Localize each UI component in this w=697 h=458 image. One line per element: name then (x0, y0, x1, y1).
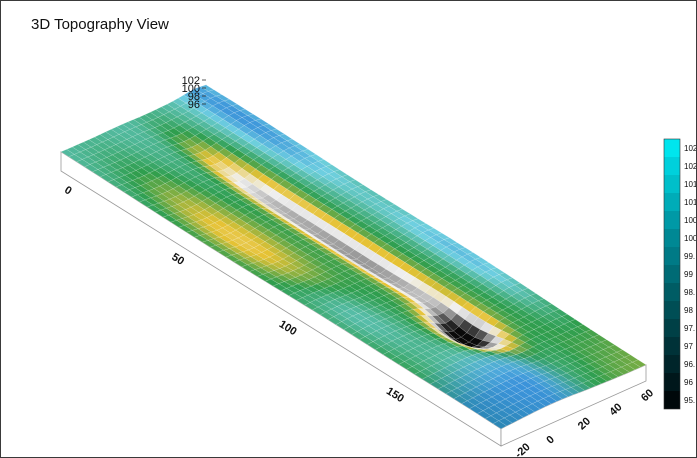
colorbar-swatch (664, 355, 680, 373)
colorbar-swatch (664, 157, 680, 175)
colorbar-label: 100 (684, 234, 696, 243)
colorbar-label: 102 (684, 144, 696, 153)
colorbar-label: 101 (684, 180, 696, 189)
colorbar-border (663, 138, 681, 410)
surface-cell (554, 391, 569, 400)
colorbar-label: 101 (684, 198, 696, 207)
colorbar-swatch (664, 373, 680, 391)
surface-cell (609, 369, 625, 378)
colorbar-label: 99. (684, 252, 695, 261)
surface-cell (581, 380, 597, 389)
y-tick-label: 40 (607, 401, 624, 418)
colorbar-label: 97. (684, 324, 695, 333)
colorbar-label: 102 (684, 162, 696, 171)
surface-cell (548, 393, 563, 402)
surface-cell (604, 371, 619, 380)
surface-cell (620, 364, 636, 373)
colorbar-label: 100 (684, 216, 696, 225)
topography-surface (60, 84, 647, 429)
z-tick-label: 100 (182, 83, 200, 95)
y-tick-label: 60 (639, 387, 656, 404)
y-tick-label: -20 (513, 441, 533, 457)
colorbar-swatch (664, 247, 680, 265)
colorbar: 102 102 101 101 100 100 99. 99 98. 98 97. 97 96. 96 95… (663, 138, 696, 410)
colorbar-label: 96 (684, 378, 693, 387)
surface-cell (587, 378, 602, 387)
colorbar-label: 98 (684, 306, 693, 315)
surface-cell (537, 398, 552, 407)
chart-title: 3D Topography View (31, 16, 169, 33)
z-tick-label: 98 (188, 91, 200, 103)
colorbar-swatch (664, 265, 680, 283)
colorbar-label: 97 (684, 342, 693, 351)
colorbar-swatch (664, 229, 680, 247)
x-tick-label: 0 (62, 184, 74, 197)
z-tick-label: 96 (188, 99, 200, 111)
colorbar-label: 95. (684, 396, 695, 405)
surface-cell (503, 414, 519, 424)
y-tick-label: 0 (544, 434, 557, 447)
colorbar-label: 98. (684, 288, 695, 297)
colorbar-swatch (664, 211, 680, 229)
colorbar-swatch (664, 139, 680, 157)
y-tick-label: 20 (576, 415, 593, 432)
colorbar-swatch (664, 337, 680, 355)
surface-cell (626, 361, 641, 370)
colorbar-label: 99 (684, 270, 693, 279)
colorbar-swatch (664, 301, 680, 319)
colorbar-swatch (664, 175, 680, 193)
x-tick-label: 50 (169, 251, 186, 268)
z-tick-label: 102 (182, 75, 200, 87)
colorbar-swatch (664, 193, 680, 211)
colorbar-swatch (664, 319, 680, 337)
surface-cell (570, 385, 586, 393)
colorbar-swatch (664, 283, 680, 301)
colorbar-swatch (664, 391, 680, 409)
surface-cell (498, 417, 513, 427)
x-tick-label: 100 (277, 318, 299, 338)
x-tick-label: 150 (384, 385, 406, 405)
colorbar-label: 96. (684, 360, 695, 369)
surface-cell (531, 400, 547, 410)
surface-cell (492, 420, 508, 429)
surface-cell (515, 409, 530, 418)
